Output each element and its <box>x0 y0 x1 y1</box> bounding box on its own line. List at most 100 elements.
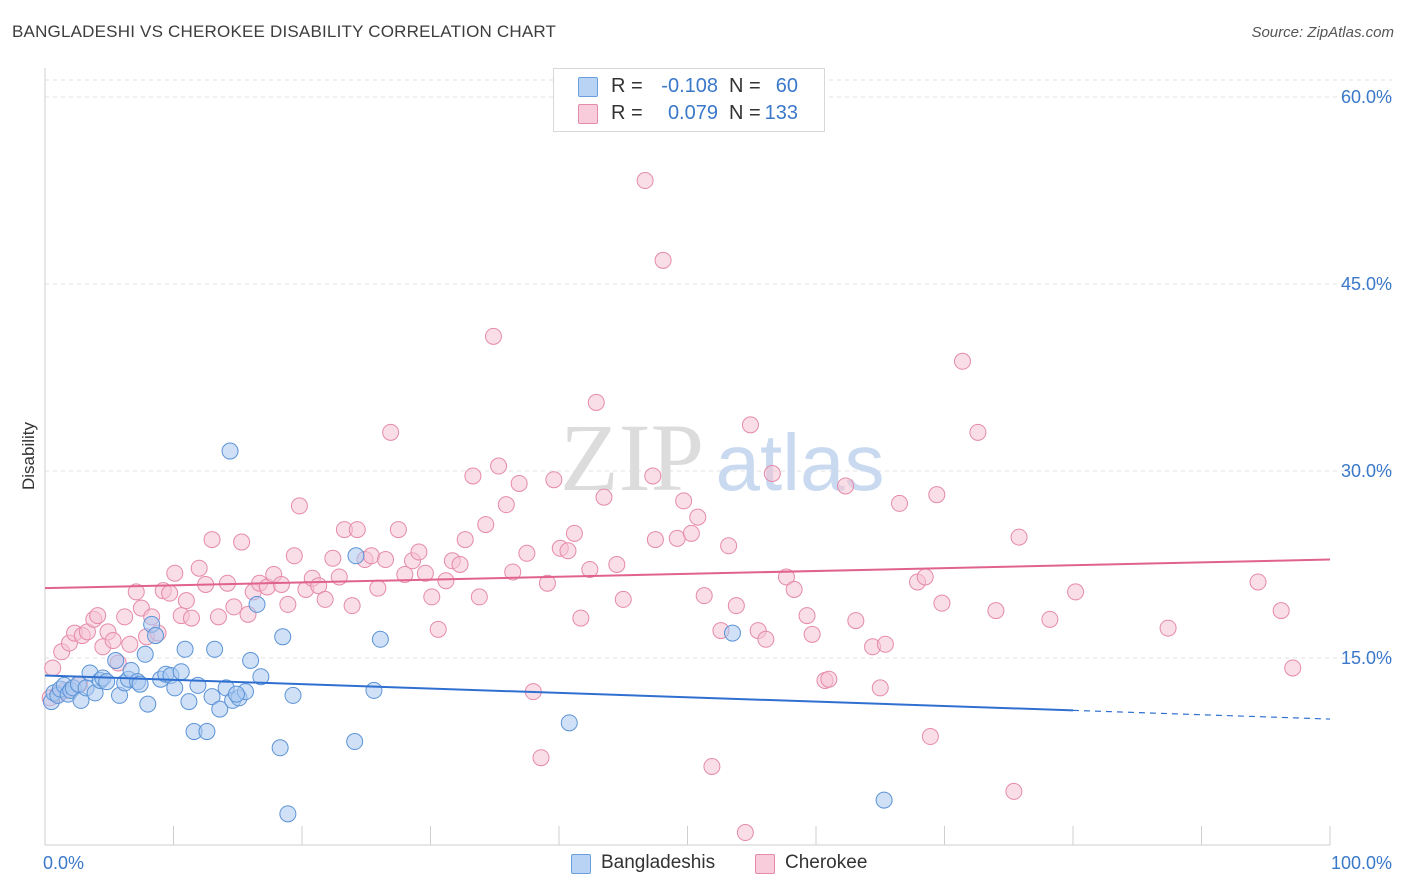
data-point <box>377 551 395 569</box>
data-point <box>763 464 781 482</box>
data-point <box>614 590 632 608</box>
data-point <box>233 533 251 551</box>
data-point <box>348 521 366 539</box>
n-value: 60 <box>775 75 798 97</box>
data-point <box>785 580 803 598</box>
data-point <box>1005 782 1023 800</box>
data-point <box>116 608 134 626</box>
r-label: R = <box>611 75 643 97</box>
data-point <box>538 574 556 592</box>
data-point <box>736 824 754 842</box>
data-point <box>176 640 194 658</box>
data-point <box>969 423 987 441</box>
trend-lines <box>44 558 1331 720</box>
data-point <box>369 579 387 597</box>
data-point <box>477 516 495 534</box>
blue-swatch <box>571 854 591 874</box>
data-point <box>803 625 821 643</box>
data-point <box>1284 659 1302 677</box>
data-point <box>429 620 447 638</box>
data-point <box>464 467 482 485</box>
data-point <box>1249 573 1267 591</box>
data-point <box>1010 528 1028 546</box>
pink-swatch <box>578 104 598 124</box>
data-point <box>837 477 855 495</box>
data-point <box>416 564 434 582</box>
data-point <box>346 733 364 751</box>
data-point <box>279 595 297 613</box>
data-point <box>928 486 946 504</box>
data-point <box>720 537 738 555</box>
data-point <box>203 531 221 549</box>
r-label: R = <box>611 102 643 124</box>
data-point <box>703 757 721 775</box>
data-point <box>121 635 139 653</box>
legend-label: Bangladeshis <box>601 852 716 873</box>
data-point <box>362 547 380 565</box>
data-point <box>242 651 260 669</box>
cherokee-points <box>41 172 1302 842</box>
data-point <box>365 681 383 699</box>
data-point <box>595 488 613 506</box>
data-point <box>104 632 122 650</box>
gridlines <box>45 79 1392 659</box>
data-point <box>654 251 672 269</box>
data-point <box>389 521 407 539</box>
data-point <box>695 587 713 605</box>
legend-row-bangladeshis: R = -0.108 N = 60 <box>554 73 824 99</box>
data-point <box>284 686 302 704</box>
data-point <box>876 635 894 653</box>
data-point <box>689 508 707 526</box>
data-point <box>1067 583 1085 601</box>
data-point <box>644 467 662 485</box>
data-point <box>668 529 686 547</box>
y-tick-label: 60.0% <box>1341 87 1392 107</box>
data-point <box>451 556 469 573</box>
data-point <box>504 563 522 581</box>
data-point <box>510 474 528 492</box>
data-point <box>347 547 365 565</box>
data-point <box>98 673 116 691</box>
chart-title: BANGLADESHI VS CHEROKEE DISABILITY CORRE… <box>12 22 557 41</box>
tick-labels: 15.0% 30.0% 45.0% 60.0% 0.0% 100.0% <box>43 87 1392 873</box>
data-point <box>1041 610 1059 628</box>
data-point <box>871 679 889 697</box>
data-point <box>456 531 474 549</box>
stats-legend: R = -0.108 N = 60 R = 0.079 N = 133 <box>553 68 825 132</box>
x-tick-label: 100.0% <box>1331 853 1392 873</box>
data-point <box>136 645 154 663</box>
data-point <box>916 568 934 586</box>
data-point <box>757 630 775 648</box>
cherokee-trend-line <box>44 558 1331 590</box>
y-tick-label: 30.0% <box>1341 461 1392 481</box>
y-tick-label: 45.0% <box>1341 274 1392 294</box>
data-point <box>139 695 157 713</box>
data-point <box>371 630 389 648</box>
pink-swatch <box>755 854 775 874</box>
data-point <box>211 700 229 718</box>
data-point <box>316 590 334 608</box>
data-point <box>190 559 208 577</box>
data-point <box>559 542 577 560</box>
y-tick-label: 15.0% <box>1341 648 1392 668</box>
data-point <box>437 572 455 590</box>
data-point <box>820 670 838 688</box>
data-point <box>560 714 578 732</box>
data-point <box>875 791 893 809</box>
data-point <box>741 416 759 434</box>
data-point <box>777 568 795 586</box>
data-point <box>198 723 216 741</box>
data-point <box>987 602 1005 620</box>
data-point <box>324 549 342 567</box>
data-point <box>847 612 865 630</box>
data-point <box>723 624 741 642</box>
data-point <box>252 668 270 686</box>
source-label: Source: ZipAtlas.com <box>1251 24 1394 41</box>
data-point <box>177 592 195 610</box>
data-point <box>182 609 200 627</box>
watermark: ZIP atlas <box>560 404 884 511</box>
data-point <box>518 544 536 562</box>
data-point <box>497 496 515 514</box>
data-point <box>285 547 303 565</box>
